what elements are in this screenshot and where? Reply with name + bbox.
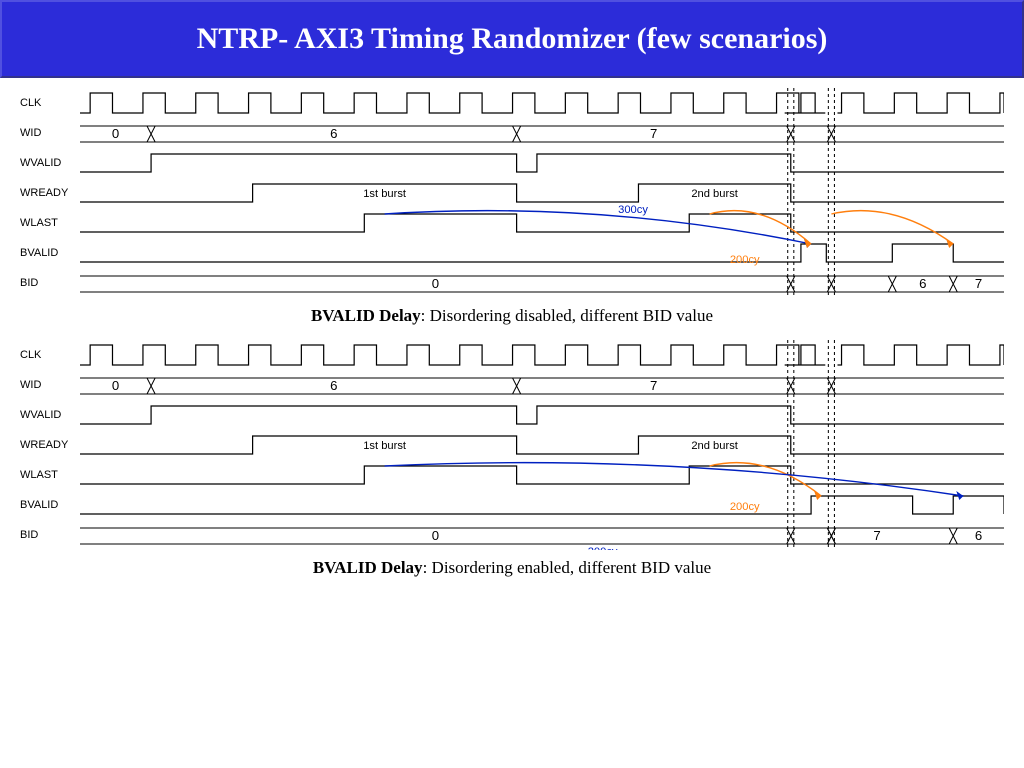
signal-row-clk: CLK xyxy=(20,340,1004,370)
signal-wave: 1st burst 2nd burst xyxy=(80,178,1004,208)
svg-text:1st burst: 1st burst xyxy=(363,440,406,452)
signal-wave xyxy=(80,208,1004,238)
timing-diagram-1: CLK WID 0 6 7 WVALID WREADY 1st burst 2nd b… xyxy=(20,88,1004,298)
diagrams-container: CLK WID 0 6 7 WVALID WREADY 1st burst 2nd b… xyxy=(0,78,1024,578)
signal-wave xyxy=(80,238,1004,268)
signal-row-bid: BID 0 6 7 xyxy=(20,268,1004,298)
svg-text:7: 7 xyxy=(873,528,880,543)
signal-label: WID xyxy=(20,379,80,391)
signal-wave: 0 6 7 xyxy=(80,370,1004,400)
timing-diagram-2: CLK WID 0 6 7 WVALID WREADY 1st burst 2nd b… xyxy=(20,340,1004,550)
signal-label: WID xyxy=(20,127,80,139)
signal-label: WREADY xyxy=(20,439,80,451)
svg-text:7: 7 xyxy=(650,126,657,141)
signal-row-bid: BID 0 7 6 xyxy=(20,520,1004,550)
signal-wave: 1st burst 2nd burst xyxy=(80,430,1004,460)
signal-label: WVALID xyxy=(20,409,80,421)
signal-row-wready: WREADY 1st burst 2nd burst xyxy=(20,430,1004,460)
caption-2: BVALID Delay: Disordering enabled, diffe… xyxy=(20,558,1004,578)
svg-text:6: 6 xyxy=(919,276,926,291)
signal-label: BID xyxy=(20,529,80,541)
svg-text:0: 0 xyxy=(112,378,119,393)
signal-label: WLAST xyxy=(20,217,80,229)
signal-label: WLAST xyxy=(20,469,80,481)
svg-text:0: 0 xyxy=(112,126,119,141)
svg-text:6: 6 xyxy=(330,378,337,393)
caption-1: BVALID Delay: Disordering disabled, diff… xyxy=(20,306,1004,326)
page-title: NTRP- AXI3 Timing Randomizer (few scenar… xyxy=(197,22,828,56)
title-bar: NTRP- AXI3 Timing Randomizer (few scenar… xyxy=(0,0,1024,78)
signal-wave xyxy=(80,490,1004,520)
svg-text:0: 0 xyxy=(432,276,439,291)
signal-wave: 0 7 6 xyxy=(80,520,1004,550)
signal-wave: 0 6 7 xyxy=(80,268,1004,298)
signal-row-wid: WID 0 6 7 xyxy=(20,370,1004,400)
signal-row-wlast: WLAST xyxy=(20,208,1004,238)
signal-label: WREADY xyxy=(20,187,80,199)
signal-wave xyxy=(80,148,1004,178)
svg-text:7: 7 xyxy=(650,378,657,393)
svg-text:2nd burst: 2nd burst xyxy=(691,440,738,452)
signal-wave: 0 6 7 xyxy=(80,118,1004,148)
signal-wave xyxy=(80,400,1004,430)
signal-label: BID xyxy=(20,277,80,289)
signal-wave xyxy=(80,340,1004,370)
signal-label: CLK xyxy=(20,349,80,361)
svg-text:7: 7 xyxy=(975,276,982,291)
signal-row-clk: CLK xyxy=(20,88,1004,118)
signal-label: CLK xyxy=(20,97,80,109)
signal-label: BVALID xyxy=(20,247,80,259)
signal-row-wid: WID 0 6 7 xyxy=(20,118,1004,148)
signal-row-bvalid: BVALID xyxy=(20,238,1004,268)
signal-row-wready: WREADY 1st burst 2nd burst xyxy=(20,178,1004,208)
signal-row-wvalid: WVALID xyxy=(20,148,1004,178)
signal-row-wvalid: WVALID xyxy=(20,400,1004,430)
signal-label: BVALID xyxy=(20,499,80,511)
svg-text:1st burst: 1st burst xyxy=(363,188,406,200)
signal-wave xyxy=(80,88,1004,118)
signal-row-bvalid: BVALID xyxy=(20,490,1004,520)
signal-row-wlast: WLAST xyxy=(20,460,1004,490)
svg-text:2nd burst: 2nd burst xyxy=(691,188,738,200)
svg-text:0: 0 xyxy=(432,528,439,543)
svg-text:6: 6 xyxy=(330,126,337,141)
signal-wave xyxy=(80,460,1004,490)
svg-text:6: 6 xyxy=(975,528,982,543)
signal-label: WVALID xyxy=(20,157,80,169)
